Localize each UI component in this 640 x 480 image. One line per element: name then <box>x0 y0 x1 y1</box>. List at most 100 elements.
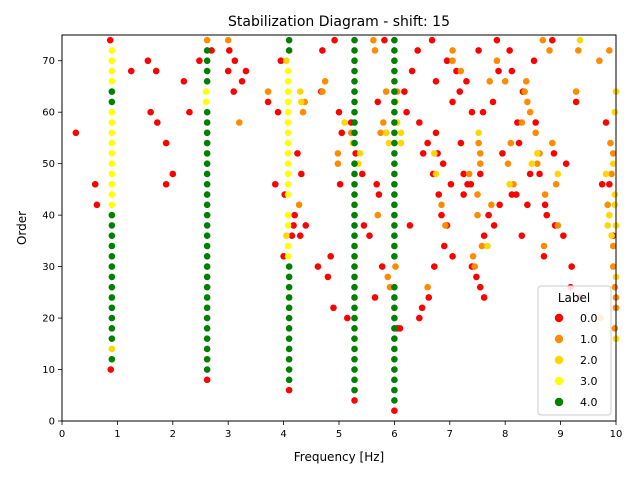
data-point <box>419 150 427 157</box>
data-point <box>456 88 464 95</box>
data-point <box>203 294 211 301</box>
data-point <box>609 150 617 157</box>
data-point <box>284 129 292 137</box>
data-point <box>336 180 344 188</box>
data-point <box>351 211 358 219</box>
data-point <box>611 108 619 116</box>
data-point <box>499 150 506 157</box>
series-2-0 <box>108 36 620 353</box>
data-point <box>285 376 293 384</box>
data-point <box>284 108 292 116</box>
data-point <box>108 242 116 250</box>
data-point <box>203 78 211 85</box>
data-point <box>356 150 364 157</box>
data-point <box>391 325 398 332</box>
data-point <box>196 57 203 65</box>
data-point <box>532 129 539 137</box>
data-point <box>609 242 617 250</box>
x-axis-title: Frequency [Hz] <box>294 450 385 464</box>
data-point <box>526 170 534 178</box>
data-point <box>374 98 382 106</box>
data-point <box>285 366 293 373</box>
data-point <box>299 108 307 116</box>
data-point <box>602 170 610 178</box>
data-point <box>224 36 232 44</box>
data-point <box>507 139 515 147</box>
x-tick-label: 6 <box>391 429 397 440</box>
data-point <box>391 47 398 54</box>
data-point <box>460 191 467 198</box>
data-point <box>432 78 440 85</box>
data-point <box>606 211 613 219</box>
data-point <box>203 150 211 157</box>
data-point <box>284 139 292 147</box>
data-point <box>285 294 293 301</box>
data-point <box>108 222 116 229</box>
x-tick-label: 5 <box>336 429 342 440</box>
data-point <box>203 170 211 178</box>
data-point <box>532 119 539 126</box>
data-point <box>391 129 398 137</box>
data-point <box>391 283 398 291</box>
data-point <box>284 160 292 167</box>
y-axis-ticks: 0 10 20 30 40 50 60 70 <box>42 56 62 428</box>
data-point <box>351 139 358 147</box>
x-tick-label: 4 <box>280 429 286 440</box>
data-point <box>474 191 481 198</box>
data-point <box>382 88 390 95</box>
data-point <box>463 78 470 85</box>
data-point <box>284 191 292 198</box>
data-point <box>108 150 116 157</box>
data-point <box>541 201 549 209</box>
data-point <box>285 47 293 54</box>
data-point <box>203 253 211 260</box>
data-point <box>203 376 211 384</box>
data-point <box>72 129 80 137</box>
data-point <box>476 170 484 178</box>
data-point <box>338 129 346 137</box>
data-point <box>473 273 480 281</box>
data-point <box>203 67 211 75</box>
data-point <box>391 160 398 167</box>
data-point <box>108 108 116 116</box>
data-point <box>560 232 567 240</box>
data-point <box>414 47 421 54</box>
data-point <box>162 139 170 147</box>
data-point <box>108 232 116 240</box>
data-point <box>360 222 368 229</box>
legend-entries: 0.0 1.0 2.0 3.0 4.0 <box>554 312 598 409</box>
data-point <box>335 108 343 116</box>
data-point <box>449 253 456 260</box>
data-point <box>106 36 114 44</box>
data-point <box>341 119 348 126</box>
data-point <box>351 386 358 394</box>
data-point <box>108 283 116 291</box>
plot-frame <box>61 34 617 422</box>
chart-title: Stabilization Diagram - shift: 15 <box>228 14 450 30</box>
data-point <box>506 47 513 54</box>
data-point <box>351 88 358 95</box>
data-point <box>203 139 211 147</box>
data-point <box>108 180 116 188</box>
data-point <box>485 211 492 219</box>
data-point <box>203 283 211 291</box>
data-point <box>403 108 410 116</box>
data-point <box>296 88 304 95</box>
data-point <box>284 150 292 157</box>
data-point <box>391 304 398 312</box>
data-point <box>568 263 575 270</box>
data-point <box>391 366 398 373</box>
data-point <box>283 232 290 240</box>
data-point <box>562 160 570 167</box>
data-point <box>495 67 502 75</box>
data-point <box>442 222 449 229</box>
data-point <box>504 160 512 167</box>
data-point <box>108 294 116 301</box>
series-0-0 <box>72 36 617 415</box>
data-point <box>351 232 358 240</box>
data-point <box>203 180 211 188</box>
data-point <box>478 242 486 250</box>
data-point <box>575 47 582 54</box>
data-point <box>370 36 377 44</box>
data-point <box>572 98 580 106</box>
